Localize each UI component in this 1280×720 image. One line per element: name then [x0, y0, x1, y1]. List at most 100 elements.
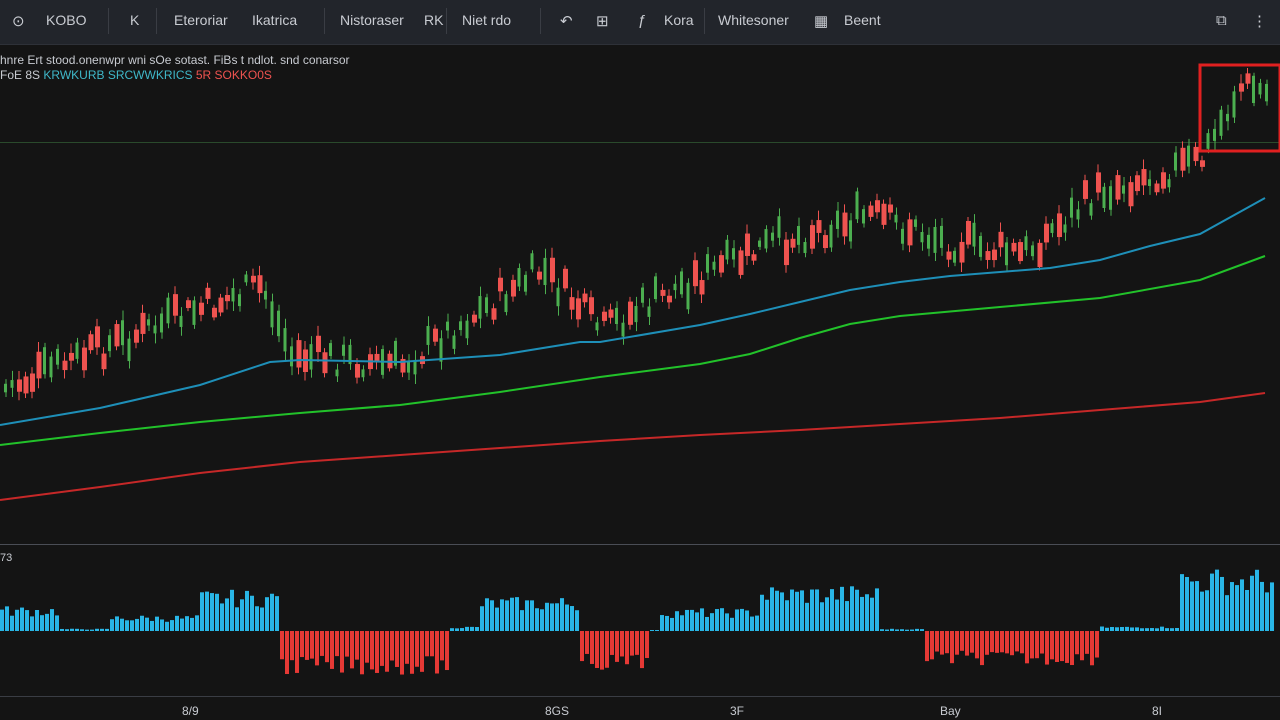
ma-slow-line — [0, 392, 1266, 501]
toolbar-item-beent[interactable]: Beent — [844, 12, 881, 28]
histogram-bar — [1120, 627, 1124, 631]
candle-body — [1109, 186, 1112, 210]
histogram-bar — [920, 629, 924, 631]
histogram-bar — [155, 616, 159, 631]
histogram-bar — [655, 630, 659, 631]
candle-body — [849, 220, 852, 242]
candle-body — [329, 343, 332, 357]
candle-body — [758, 240, 761, 247]
toolbar-item-nistoraser[interactable]: Nistoraser — [340, 12, 404, 28]
histogram-bar — [885, 629, 889, 631]
histogram-bar — [710, 613, 714, 631]
candle-body — [511, 279, 516, 297]
histogram-bar — [615, 631, 619, 662]
candle-body — [1031, 245, 1034, 257]
histogram-bar — [1080, 631, 1084, 661]
histogram-bar — [500, 599, 504, 631]
histogram-bar — [550, 603, 554, 631]
candle-body — [1037, 242, 1043, 268]
candle-body — [667, 295, 672, 303]
candle-body — [1187, 145, 1190, 167]
candle-body — [933, 226, 937, 253]
candle-body — [192, 300, 196, 325]
histogram-bar — [790, 589, 794, 631]
histogram-bar — [270, 593, 274, 631]
candle-body — [1200, 160, 1205, 167]
histogram-bar — [925, 631, 929, 662]
histogram-bar — [440, 631, 444, 661]
candle-body — [355, 364, 360, 378]
candle-body — [264, 290, 267, 300]
candle-body — [30, 373, 35, 392]
histogram-bar — [1240, 579, 1244, 631]
candle-body — [524, 274, 527, 292]
candle-body — [49, 356, 53, 378]
histogram-bar — [1230, 582, 1234, 631]
toolbar-item-niet-rdo[interactable]: Niet rdo — [462, 12, 512, 28]
settings-icon[interactable]: ⋮ — [1252, 13, 1267, 30]
toolbar-item-eteroriar[interactable]: Eteroriar — [174, 12, 228, 28]
toolbar-item-ikatrica[interactable]: Ikatrica — [252, 12, 298, 28]
histogram-bar — [1195, 581, 1199, 631]
candle-body — [777, 216, 781, 238]
histogram-bar — [1110, 626, 1114, 631]
histogram-bar — [1020, 631, 1024, 654]
histogram-bar — [660, 615, 664, 631]
histogram-bar — [735, 609, 739, 631]
candle-body — [62, 360, 68, 371]
interval-button[interactable]: K — [130, 12, 140, 28]
histogram-bar — [555, 603, 559, 631]
candle-body — [745, 233, 750, 256]
candle-body — [1135, 175, 1140, 192]
candle-body — [673, 283, 677, 291]
candle-body — [290, 346, 293, 367]
toolbar-item-whitesoner[interactable]: Whitesoner — [718, 12, 789, 28]
candle-body — [712, 261, 716, 270]
candle-body — [225, 294, 230, 302]
histogram-bar — [135, 618, 139, 631]
histogram-bar — [320, 631, 324, 656]
indicator-icon[interactable]: ƒ — [638, 12, 647, 29]
time-axis-border — [0, 696, 1280, 697]
candle-body — [166, 297, 170, 324]
time-label-2: 8GS — [545, 704, 570, 718]
candle-body — [1044, 223, 1049, 243]
candle-body — [914, 219, 917, 227]
histogram-bar — [130, 620, 134, 631]
layout-icon[interactable]: ▦ — [814, 13, 829, 30]
candle-body — [576, 298, 581, 320]
toolbar-item-kora[interactable]: Kora — [664, 12, 694, 28]
oscillator-label: 73 — [0, 552, 13, 564]
compare-icon[interactable]: ⊞ — [596, 13, 609, 30]
histogram-bar — [730, 617, 734, 631]
legend-line-1: hnre Ert stood.onenwpr wni sOe sotast. F… — [0, 53, 350, 67]
histogram-bar — [210, 593, 214, 631]
candle-body — [413, 359, 417, 375]
histogram-bar — [1205, 590, 1209, 631]
candle-body — [140, 312, 146, 334]
candle-body — [530, 253, 534, 270]
candle-body — [43, 347, 46, 375]
candle-body — [160, 313, 163, 333]
candle-body — [309, 344, 313, 370]
histogram-bar — [345, 631, 349, 657]
symbol-search-icon[interactable]: ⊙ — [12, 13, 25, 30]
histogram-bar — [1040, 631, 1044, 654]
candle-body — [108, 335, 111, 352]
candle-body — [1063, 224, 1067, 233]
histogram-bar — [670, 617, 674, 631]
histogram-bar — [830, 589, 834, 631]
candle-body — [1154, 183, 1160, 193]
candle-body — [504, 294, 508, 313]
candle-body — [205, 287, 211, 299]
toolbar-item-rk[interactable]: RK — [424, 12, 444, 28]
symbol-name[interactable]: KOBO — [46, 12, 87, 28]
candle-body — [1252, 75, 1255, 104]
histogram-bar — [750, 616, 754, 631]
pane-separator[interactable] — [0, 544, 1280, 545]
undo-icon[interactable]: ↶ — [560, 13, 573, 30]
histogram-bar — [470, 626, 474, 631]
histogram-bar — [485, 598, 489, 631]
candle-body — [654, 276, 657, 300]
snapshot-icon[interactable]: ⧉ — [1216, 12, 1227, 29]
